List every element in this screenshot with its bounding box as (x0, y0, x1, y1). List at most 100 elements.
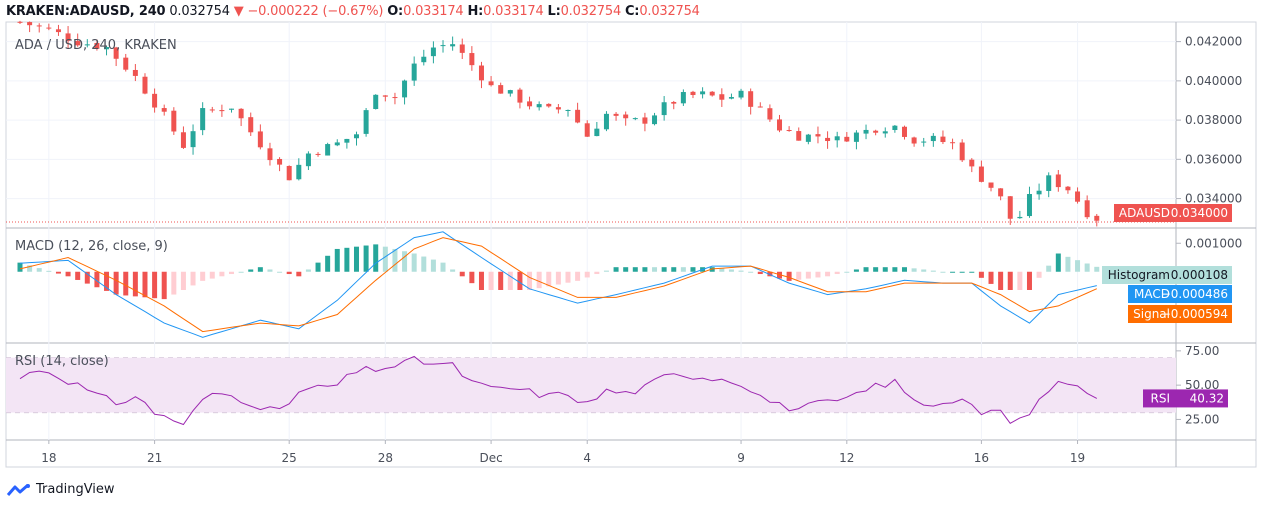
high-label: H: (467, 4, 484, 19)
macd-histogram-bar (901, 267, 907, 272)
macd-histogram-bar (536, 271, 542, 289)
time-axis[interactable]: 18 21 25 28 Dec 4 9 12 16 19 (41, 440, 1085, 465)
candle-body (998, 188, 1004, 197)
candle-body (411, 63, 417, 81)
tradingview-brand[interactable]: TradingView (6, 482, 115, 497)
candle (209, 106, 215, 113)
macd-histogram-bar (373, 244, 379, 272)
candle (488, 76, 494, 87)
candle-body (46, 27, 52, 29)
price-last-value-box (1176, 204, 1232, 222)
price-axis[interactable]: 0.042000 0.040000 0.038000 0.036000 0.034000 (1176, 35, 1242, 206)
candle-body (536, 104, 542, 108)
macd-histogram-bar (978, 271, 984, 278)
candle-body (950, 142, 956, 144)
macd-histogram-bar (603, 270, 609, 272)
candle-body (430, 47, 436, 57)
macd-histogram-bar (315, 262, 321, 272)
candle-body (238, 108, 244, 119)
candle (1007, 196, 1013, 225)
candle-body (988, 182, 994, 188)
candle-body (209, 109, 215, 111)
candle-body (219, 110, 225, 112)
candle-body (450, 44, 456, 47)
rsi-axis[interactable]: 75.00 50.00 25.00 (1176, 344, 1219, 427)
candle-body (1026, 194, 1032, 217)
candle (1017, 210, 1023, 219)
candle-body (757, 106, 763, 108)
macd-histogram-bar (1065, 256, 1071, 272)
candle-body (1055, 174, 1061, 188)
candle (1046, 172, 1052, 198)
candle-body (863, 129, 869, 134)
rsi-value-tag: RSI 40.32 (1143, 389, 1228, 408)
candle (873, 129, 879, 136)
tradingview-logo-icon (6, 483, 30, 496)
candle (728, 93, 734, 100)
candle-body (94, 42, 100, 49)
candle (555, 103, 561, 114)
candle-body (921, 141, 927, 143)
macd-histogram-bar (46, 270, 52, 272)
macd-value-tag-value-box (1176, 285, 1232, 303)
macd-value-tag-label: MACD (1134, 287, 1170, 301)
last-price: 0.032754 (169, 4, 230, 19)
candle (565, 109, 571, 117)
candle (161, 104, 167, 116)
macd-histogram-bar (738, 270, 744, 272)
macd-histogram-bar (1084, 263, 1090, 272)
candle (305, 151, 311, 171)
macd-value-tag-value: −0.000486 (1161, 287, 1228, 301)
candle-body (834, 136, 840, 141)
candle-body (767, 108, 773, 120)
candle (1094, 213, 1100, 227)
candle-body (796, 131, 802, 141)
macd-axis[interactable]: 0.001000 (1176, 236, 1242, 250)
macd-histogram-tag-value-box (1176, 266, 1232, 284)
price-down-icon: ▼ (233, 4, 244, 19)
candle-body (17, 21, 23, 23)
candle (719, 88, 725, 107)
macd-histogram-bar (469, 271, 475, 284)
candle (344, 138, 350, 149)
candle-body (277, 158, 283, 165)
candle-body (305, 153, 311, 167)
macd-histogram-bar (65, 271, 71, 277)
low-label: L: (547, 4, 561, 19)
candle-body (84, 44, 90, 46)
macd-histogram-bar (334, 248, 340, 272)
time-tick-label: 9 (737, 451, 745, 465)
candle (825, 131, 831, 149)
candle-body (440, 45, 446, 47)
candle (27, 21, 33, 33)
macd-histogram-bar (498, 271, 504, 290)
candle (594, 121, 600, 137)
candle (440, 40, 446, 53)
time-tick-label: 28 (378, 451, 393, 465)
candle (507, 89, 513, 97)
candle (623, 111, 629, 126)
macd-histogram-bar (959, 271, 965, 273)
candle (286, 165, 292, 181)
symbol-name[interactable]: KRAKEN:ADAUSD, 240 (6, 4, 166, 19)
candle-body (527, 101, 533, 107)
macd-histogram-bar (834, 271, 840, 275)
macd-histogram-bar (892, 267, 898, 272)
candle (796, 127, 802, 141)
candle-body (373, 94, 379, 109)
candle-body (613, 113, 619, 116)
candle (94, 39, 100, 51)
candle (257, 124, 263, 150)
candle-body (709, 91, 715, 96)
macd-histogram-bar (1055, 253, 1061, 272)
time-tick-label: 19 (1070, 451, 1085, 465)
macd-histogram-bar (546, 271, 552, 287)
macd-histogram-bar (1075, 260, 1081, 272)
candle-body (748, 91, 754, 107)
candle (527, 96, 533, 110)
candle (152, 88, 158, 113)
macd-histogram-tag-label: Histogram (1108, 268, 1170, 282)
price-last-tag: ADAUSD (1114, 204, 1176, 222)
